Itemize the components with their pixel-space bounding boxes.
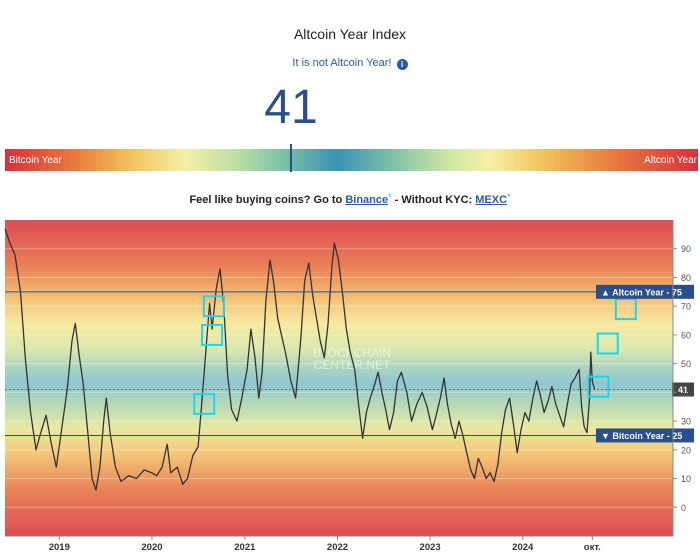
promo-middle: - Without KYC: — [391, 194, 476, 206]
y-tick-label: 70 — [681, 302, 691, 312]
chart-background — [5, 220, 673, 536]
current-value-tag — [672, 382, 694, 397]
reference-label: ▼ Bitcoin Year - 25 — [601, 431, 682, 441]
highlight-box — [614, 298, 637, 321]
reference-tag — [596, 284, 694, 299]
x-tick-label: 2023 — [420, 542, 441, 553]
status-message: It is not Altcoin Year! i — [0, 57, 700, 70]
info-icon[interactable]: i — [396, 59, 408, 70]
promo-line: Feel like buying coins? Go to Binance* -… — [0, 192, 700, 206]
x-tick-label: 2021 — [234, 542, 256, 553]
status-text: It is not Altcoin Year! — [292, 57, 392, 69]
gauge-needle — [290, 144, 292, 172]
y-tick-label: 10 — [681, 474, 691, 484]
y-tick-label: 90 — [681, 244, 691, 254]
watermark: BLOCKCHAIN CENTER.NET — [313, 346, 391, 372]
reference-tag — [596, 428, 694, 443]
promo-prefix: Feel like buying coins? Go to — [189, 194, 346, 206]
binance-link[interactable]: Binance — [345, 194, 389, 206]
promo-star-2: * — [507, 192, 511, 202]
y-tick-label: 50 — [681, 359, 691, 369]
y-tick-label: 40 — [681, 388, 691, 398]
y-tick-label: 80 — [681, 273, 691, 283]
gauge-right-label: Altcoin Year — [644, 155, 697, 166]
highlight-box — [193, 392, 216, 415]
x-tick-label: окт. — [584, 542, 601, 553]
current-value-label: 41 — [678, 385, 688, 395]
index-series-line — [4, 228, 596, 491]
index-value: 41 — [264, 81, 318, 134]
x-tick-label: 2022 — [327, 542, 348, 553]
x-tick-label: 2024 — [512, 542, 534, 553]
y-tick-label: 60 — [681, 330, 691, 340]
highlight-box — [202, 295, 225, 318]
watermark-line-2: CENTER.NET — [314, 358, 391, 372]
gauge-left-label: Bitcoin Year — [9, 155, 62, 166]
y-tick-label: 30 — [681, 417, 691, 427]
highlight-box — [201, 323, 224, 346]
x-tick-label: 2020 — [141, 542, 162, 553]
mexc-link[interactable]: MEXC — [475, 194, 508, 206]
altcoin-index-chart: BLOCKCHAIN CENTER.NET 41 ▲ Altcoin Year -… — [4, 220, 694, 553]
reference-label: ▲ Altcoin Year - 75 — [601, 287, 682, 297]
page-title: Altcoin Year Index — [293, 26, 407, 42]
highlight-box — [587, 375, 610, 398]
promo-star-1: * — [388, 192, 392, 202]
highlight-box — [596, 332, 619, 355]
x-tick-label: 2019 — [49, 542, 70, 553]
y-tick-label: 20 — [681, 445, 691, 455]
y-tick-label: 0 — [681, 503, 686, 513]
watermark-line-1: BLOCKCHAIN — [313, 346, 391, 360]
index-gauge-bar — [5, 149, 698, 171]
